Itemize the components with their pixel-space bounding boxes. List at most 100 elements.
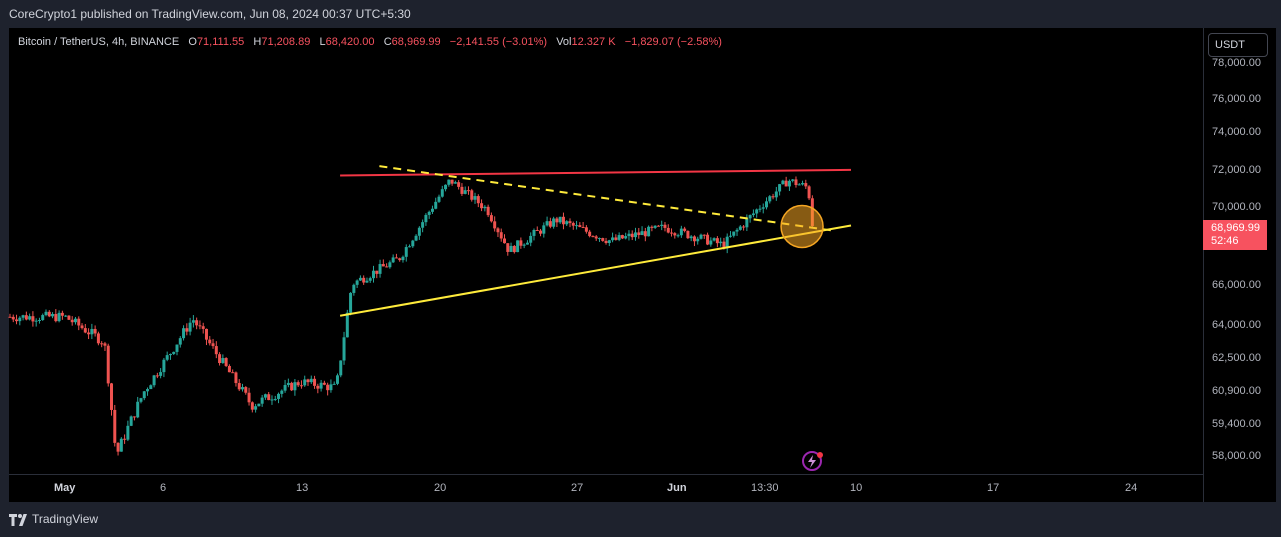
publish-info: CoreCrypto1 published on TradingView.com… [9, 7, 411, 21]
candle-body [381, 264, 385, 267]
candle-body [24, 315, 28, 320]
candle-body [398, 258, 402, 261]
candle-body [787, 180, 791, 187]
chart-pane[interactable] [9, 28, 1203, 502]
highlight-circle [780, 204, 824, 249]
candle-body [47, 311, 51, 317]
candle-body [483, 206, 487, 209]
legend-low-label: L [319, 36, 326, 48]
tradingview-logo[interactable]: TradingView [9, 512, 98, 526]
legend-open-label: O [188, 36, 197, 48]
footer-brand: TradingView [32, 512, 99, 526]
candle-body [522, 244, 526, 246]
time-tick: Jun [667, 482, 687, 494]
price-tick: 59,400.00 [1212, 418, 1261, 430]
candle-body [15, 319, 19, 322]
candle-body [306, 379, 310, 383]
price-scale[interactable] [1203, 28, 1276, 502]
candle-body [765, 201, 769, 208]
candle-body [539, 230, 543, 234]
candle-body [640, 231, 644, 236]
candle-body [424, 214, 428, 223]
candle-body [430, 208, 434, 212]
candle-body [18, 317, 22, 322]
legend-volume-change: −1,829.07 (−2.58%) [624, 36, 722, 48]
candle-body [316, 385, 320, 389]
candle-body [581, 227, 585, 229]
legend-open-value: 71,111.55 [196, 36, 245, 48]
candle-body [597, 238, 601, 240]
candle-body [712, 238, 716, 241]
candle-body [132, 416, 136, 418]
legend-change: −2,141.55 (−3.01%) [449, 36, 548, 48]
candle-body [247, 392, 251, 403]
candle-body [466, 190, 470, 192]
candle-body [630, 233, 634, 238]
candle-body [784, 180, 788, 187]
candle-body [768, 196, 772, 202]
candle-body [604, 240, 608, 244]
candle-body [149, 385, 153, 390]
currency-button[interactable]: USDT [1208, 33, 1268, 57]
candle-body [322, 382, 326, 385]
candle-body [647, 226, 651, 237]
candle-body [172, 351, 176, 354]
candle-body [260, 397, 264, 404]
candle-body [96, 333, 100, 344]
candle-body [11, 316, 15, 320]
candle-body [335, 375, 339, 384]
candle-body [607, 240, 611, 244]
candle-body [755, 209, 759, 214]
candle-body [486, 206, 490, 216]
candle-body [37, 319, 41, 321]
tradingview-icon [9, 514, 27, 526]
candle-body [51, 314, 55, 317]
candle-body [342, 337, 346, 361]
candle-body [296, 382, 300, 386]
candle-body [771, 196, 775, 198]
candle-body [742, 226, 746, 228]
candle-body [735, 229, 739, 232]
candle-body [558, 216, 562, 223]
candle-body [434, 201, 438, 209]
candle-body [696, 238, 700, 242]
candle-body [283, 385, 287, 391]
candle-body [352, 284, 356, 293]
candle-body [273, 398, 277, 400]
candle-body [473, 196, 477, 200]
candle-body [267, 394, 271, 401]
candle-body [476, 196, 480, 204]
candle-body [162, 359, 166, 373]
candle-body [44, 311, 48, 316]
candle-body [624, 236, 628, 239]
candle-body [578, 225, 582, 228]
candle-body [31, 316, 35, 322]
candle-body [365, 280, 369, 283]
candle-body [129, 416, 133, 426]
candle-body [411, 240, 415, 247]
candle-body [417, 227, 421, 236]
candle-body [299, 385, 303, 387]
candle-body [453, 182, 457, 184]
candle-body [460, 186, 464, 194]
candle-body [529, 235, 533, 243]
footer-bar [0, 502, 1281, 537]
candle-body [67, 315, 71, 320]
candle-body [277, 393, 281, 399]
candle-body [509, 245, 513, 252]
legend-symbol: Bitcoin / TetherUS, 4h, BINANCE [18, 36, 180, 48]
candle-body [584, 227, 588, 232]
candle-body [496, 228, 500, 233]
resistance-trendline [340, 168, 852, 177]
candle-body [280, 390, 284, 394]
candle-body [568, 221, 572, 224]
notification-dot [817, 452, 823, 458]
candle-body [70, 319, 74, 323]
candle-body [722, 241, 726, 249]
time-tick: 17 [987, 482, 1000, 494]
price-tick: 66,000.00 [1212, 279, 1261, 291]
bar-countdown: 52:46 [1211, 235, 1239, 247]
candle-body [650, 226, 654, 228]
candle-body [565, 221, 569, 225]
